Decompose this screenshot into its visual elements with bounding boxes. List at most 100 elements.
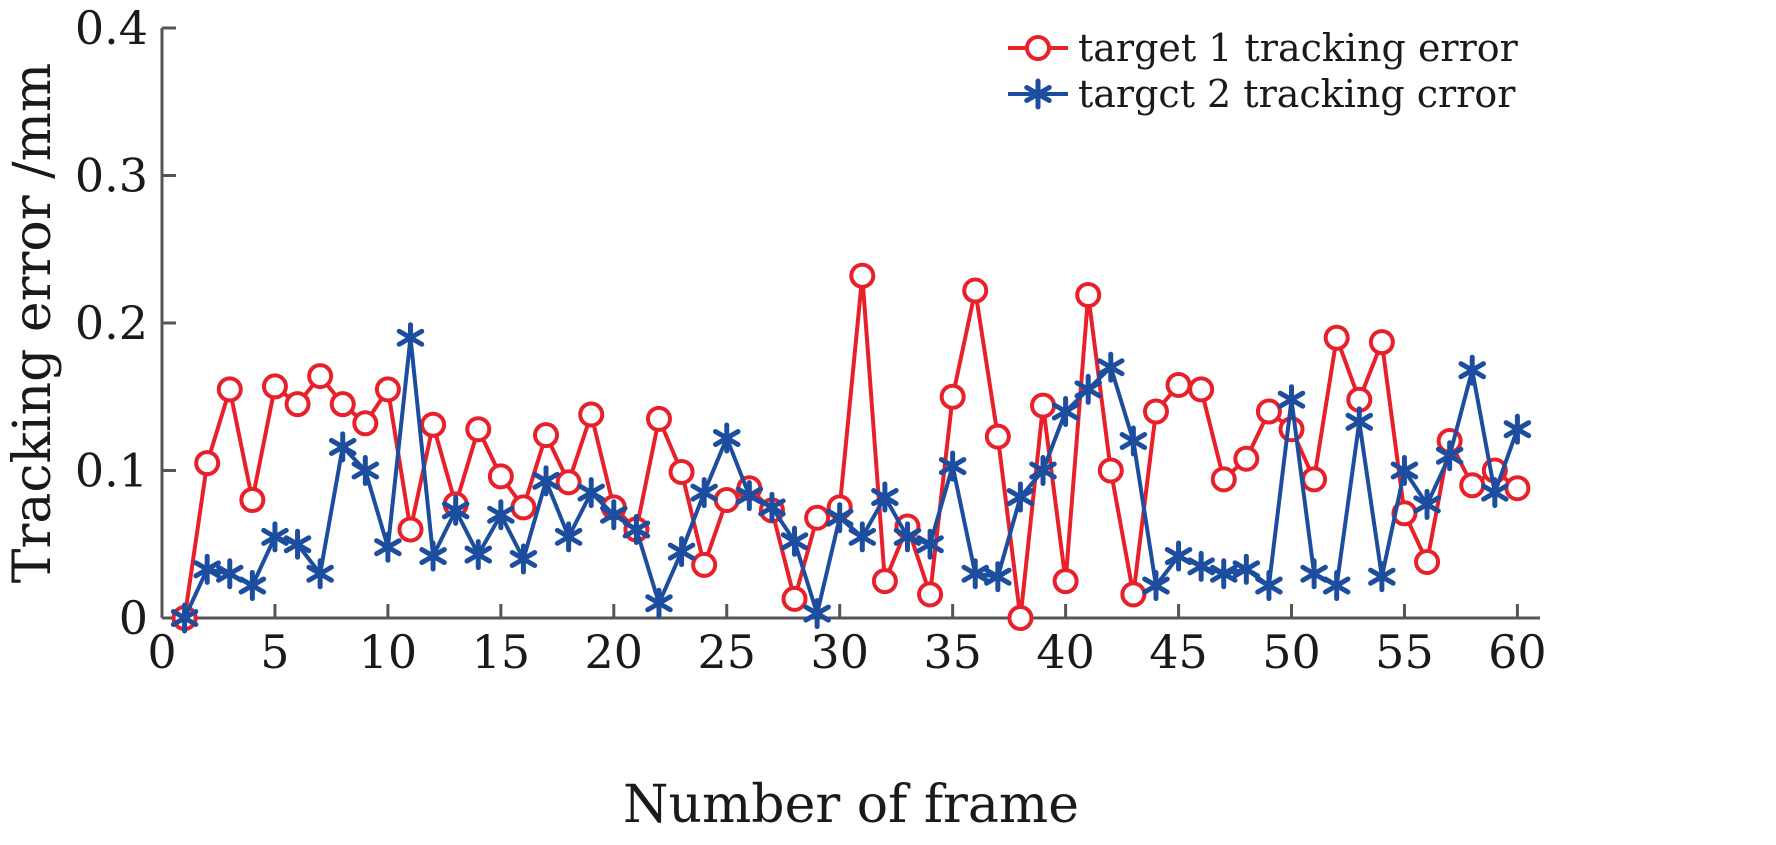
series-1-point: [871, 568, 898, 595]
series-2-point: [441, 494, 470, 526]
star-stroke: [622, 520, 651, 539]
star-stroke: [916, 535, 944, 554]
series-2-point: [1481, 477, 1509, 509]
series-1-point: [668, 458, 695, 485]
star-stroke: [396, 328, 425, 347]
series-2-point: [1458, 354, 1486, 386]
series-2-point: [306, 558, 334, 590]
star-stroke: [306, 564, 334, 583]
series-1-point: [1414, 548, 1441, 575]
y-tick-label: 0.1: [75, 444, 148, 498]
series-2-point: [396, 322, 425, 354]
legend-star-marker: [1024, 78, 1052, 110]
series-1-point: [713, 487, 740, 513]
star-stroke: [1368, 567, 1396, 586]
x-tick-label: 15: [472, 625, 531, 679]
series-2-point: [1029, 455, 1057, 486]
star-stroke: [509, 550, 538, 568]
star-stroke: [1074, 380, 1102, 399]
series-1-point: [1255, 398, 1282, 425]
series-1-point: [645, 405, 672, 432]
star-stroke: [848, 527, 877, 546]
series-2-point: [1322, 570, 1351, 602]
series-1-point: [1165, 371, 1192, 398]
series-2-point: [532, 465, 560, 497]
star-stroke: [1142, 576, 1170, 595]
series-1-point: [962, 277, 989, 304]
series-1-point: [284, 391, 311, 418]
star-stroke: [328, 437, 357, 456]
star-stroke: [1187, 557, 1215, 576]
series-2-point: [1413, 488, 1441, 520]
star-stroke: [1435, 446, 1464, 465]
star-stroke: [938, 457, 967, 476]
series-1-point: [420, 411, 447, 438]
star-stroke: [1255, 576, 1283, 595]
star-stroke: [1300, 564, 1328, 583]
star-stroke: [1209, 564, 1238, 583]
y-tick-label: 0: [119, 591, 148, 645]
series-2-point: [938, 450, 967, 482]
star-stroke: [1006, 488, 1035, 507]
star-stroke: [1119, 432, 1148, 450]
series-1-point: [1188, 376, 1215, 403]
x-tick-label: 35: [923, 625, 982, 679]
star-stroke: [532, 471, 560, 490]
series-1-point: [555, 469, 582, 496]
series-1-point: [465, 416, 492, 443]
series-1-point: [691, 551, 718, 578]
star-stroke: [871, 488, 899, 507]
x-tick-label: 55: [1375, 625, 1434, 679]
series-1-point: [261, 373, 288, 400]
series-2-point: [848, 521, 877, 553]
legend-item: targct 2 tracking crror: [1008, 72, 1516, 116]
star-stroke: [1322, 576, 1351, 595]
star-stroke: [600, 505, 628, 524]
star-stroke: [1029, 461, 1057, 480]
x-tick-label: 0: [147, 625, 176, 679]
y-tick-label: 0.4: [75, 1, 148, 55]
series-1-point: [1278, 416, 1305, 443]
series-1-point: [487, 463, 514, 490]
x-tick-label: 30: [810, 625, 869, 679]
star-stroke: [170, 609, 199, 627]
series-1-point: [1459, 472, 1486, 499]
series-2-point: [1345, 406, 1374, 438]
series-2-point: [1435, 440, 1464, 472]
series-2-point: [374, 531, 402, 563]
series-2-line: [182, 335, 1520, 619]
series-1-point: [1075, 281, 1102, 308]
series-2-point: [283, 528, 312, 560]
star-stroke: [193, 560, 221, 579]
series-1-point: [804, 504, 831, 531]
star-stroke: [1232, 560, 1261, 579]
star-stroke: [1481, 483, 1509, 502]
star-stroke: [780, 532, 809, 551]
star-stroke: [577, 483, 605, 502]
star-stroke: [1164, 547, 1193, 566]
series-2-point: [1187, 550, 1215, 582]
series-2-point: [238, 570, 267, 602]
series-2-point: [487, 499, 515, 531]
series-1-point: [1323, 324, 1350, 351]
series-1-point: [374, 376, 401, 403]
series-1-point: [939, 383, 966, 410]
series-2: [170, 322, 1532, 634]
star-stroke: [1458, 361, 1486, 380]
star-stroke: [735, 486, 764, 505]
series-2-point: [1142, 570, 1170, 602]
series-2-point: [509, 543, 538, 575]
series-2-point: [1255, 570, 1283, 602]
series-2-point: [1368, 561, 1396, 593]
series-1-point: [533, 422, 560, 449]
y-tick-label: 0.3: [75, 149, 148, 203]
series-2-point: [825, 502, 854, 534]
star-stroke: [464, 545, 493, 564]
series-2-point: [961, 558, 990, 590]
series-1-point: [216, 376, 243, 403]
series-1-point: [1368, 329, 1395, 356]
series-2-point: [261, 521, 289, 553]
series-2-point: [803, 598, 831, 630]
series-2-point: [1277, 384, 1306, 416]
